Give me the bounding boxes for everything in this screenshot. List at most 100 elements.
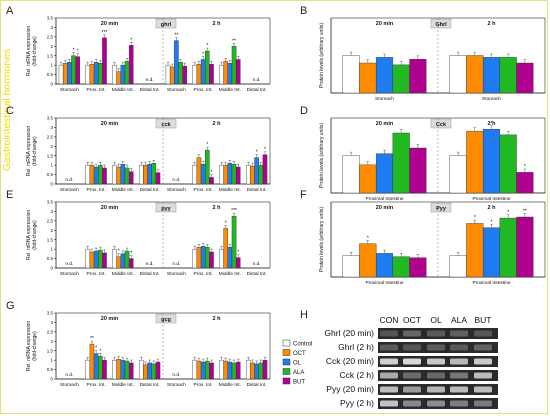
panel-a-y-tick-label: 0.5	[47, 72, 54, 77]
panel-c-bar	[116, 166, 121, 185]
panel-c-y-label: Rel. mRNA expression	[26, 126, 32, 177]
panel-d-bar	[466, 130, 484, 194]
panel-e-sig-mark: *	[237, 250, 239, 256]
panel-c-bar	[192, 164, 198, 185]
panel-f-bar	[466, 223, 484, 278]
panel-a-bar	[120, 64, 126, 85]
panel-a-bar	[205, 50, 210, 85]
blot-band	[380, 372, 398, 379]
panel-g-y-tick-label: 1.5	[47, 348, 54, 353]
panel-c-sig-mark: *	[210, 169, 212, 175]
panel-c-category-label: Middle Int.	[219, 187, 241, 193]
panel-e-y-label: (fold-change)	[32, 220, 38, 250]
panel-f-bar	[375, 253, 394, 278]
panel-g-bar	[258, 362, 264, 380]
panel-c-y-tick-label: 3	[50, 125, 53, 130]
blot-band	[403, 344, 421, 351]
blot-band	[427, 330, 445, 337]
panel-b-bar	[409, 59, 427, 94]
panel-e-y-tick-label: 3.5	[47, 200, 54, 205]
panel-c-y-tick-label: 0.5	[47, 172, 54, 177]
panel-a-bar	[116, 71, 121, 85]
panel-g-gene-tag	[155, 313, 177, 324]
panel-g-bar	[192, 359, 198, 380]
panel-g-sig-mark: **	[90, 336, 94, 342]
panel-e-gene-tag	[155, 202, 177, 213]
panel-g-bar	[200, 361, 206, 380]
panel-a-bar	[227, 63, 233, 85]
panel-g-sig-mark: *	[99, 348, 101, 354]
panel-g-category-label: Prox. Int.	[87, 382, 106, 388]
panel-c-y-tick-label: 1.5	[47, 153, 54, 158]
panel-a-bar	[67, 62, 72, 85]
blot-column-label: CON	[380, 315, 399, 325]
panel-a-gene-label: ghrl	[161, 22, 172, 28]
panel-a-category-label: Distal Int.	[140, 87, 160, 93]
panel-a-bar	[89, 63, 95, 85]
panel-e-y-tick-label: 1.5	[47, 237, 54, 242]
panel-a-category-label: Distal Int.	[247, 87, 267, 93]
panel-f-bar	[342, 255, 360, 278]
panel-d-sig-mark: *	[524, 164, 526, 170]
panel-a-bar	[182, 65, 188, 85]
panel-g-bar	[120, 359, 126, 380]
blot-band	[403, 386, 421, 393]
blot-row-label: Ghrl (20 min)	[324, 328, 374, 338]
panel-e-category-label: Stomach	[60, 271, 79, 277]
panel-a-y-tick-label: 3	[50, 25, 53, 30]
panel-e-y-tick-label: 0.5	[47, 256, 54, 261]
panel-e-bar	[85, 248, 91, 269]
panel-f-time-label: 20 min	[376, 205, 394, 211]
panel-a-bar	[219, 64, 224, 85]
panel-f-sig-mark: *	[474, 215, 476, 221]
panel-e-category-label: Middle Int.	[112, 271, 134, 277]
panel-g-bar	[98, 356, 103, 380]
panel-a-bar	[209, 63, 214, 85]
panel-g-bar	[227, 361, 233, 380]
panel-a-y-tick-label: 0	[50, 82, 53, 87]
panel-a-category-label: Middle Int.	[219, 87, 241, 93]
panel-e-bar	[223, 228, 228, 269]
legend-label: OCT	[293, 351, 306, 357]
panel-f-bar	[499, 217, 517, 278]
blot-row-label: Pyy (20 min)	[326, 384, 374, 394]
blot-band	[403, 400, 421, 407]
panel-f-category-label: Proximal Intestine	[472, 280, 510, 286]
panel-c-y-tick-label: 2	[50, 144, 53, 149]
blot-band	[403, 358, 421, 365]
panel-d-bar	[449, 155, 467, 194]
panel-f-sig-mark: *	[367, 235, 369, 241]
panel-c-bar	[89, 164, 95, 185]
panel-e-bar	[192, 248, 198, 269]
panel-c-category-label: Prox. Int.	[194, 187, 213, 193]
panel-d-bar	[342, 155, 360, 194]
panel-b-bar	[449, 55, 467, 94]
panel-g-bar	[155, 361, 161, 380]
panel-a-y-tick-label: 3.5	[47, 16, 54, 21]
panel-c-sig-mark: *	[206, 142, 208, 148]
panel-g-bar	[219, 359, 224, 380]
blot-band	[474, 358, 492, 365]
panel-f-time-label: 2 h	[488, 205, 497, 211]
legend-label: OL	[293, 361, 302, 367]
panel-a-bar	[178, 62, 183, 85]
panel-a-time-label: 20 min	[101, 21, 119, 27]
blot-band	[380, 400, 398, 407]
panel-f-sig-mark: *	[491, 219, 493, 225]
panel-c-nd-label: n.d.	[65, 177, 73, 183]
panel-e-letter: E	[6, 189, 13, 201]
panel-a-bar	[165, 64, 171, 85]
panel-g-bar	[85, 359, 91, 380]
panel-g-bar	[196, 360, 202, 380]
panel-e-bar	[124, 250, 130, 269]
panel-e-time-label: 2 h	[213, 205, 222, 211]
panel-g-y-tick-label: 0	[50, 377, 53, 382]
panel-d-bar	[409, 147, 427, 194]
panel-a-bar	[200, 59, 206, 85]
panel-e-bar	[219, 248, 224, 269]
panel-b-time-label: 20 min	[376, 21, 394, 27]
panel-d-y-label: Protein levels (arbitrary units)	[319, 123, 325, 188]
panel-a-y-tick-label: 2.5	[47, 34, 54, 39]
